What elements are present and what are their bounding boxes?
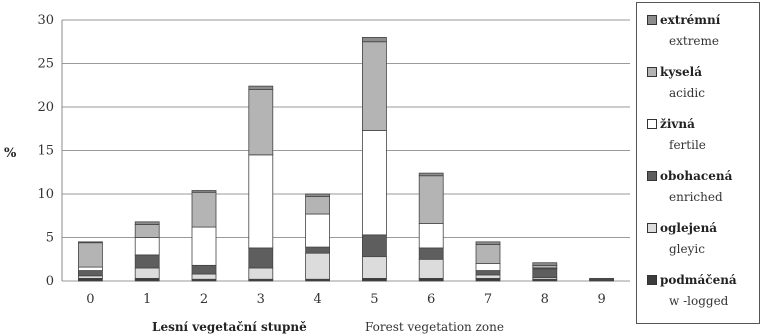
bar-segment [248, 154, 274, 249]
legend-swatch [647, 67, 657, 77]
bar-segment [134, 267, 160, 279]
legend-swatch [647, 15, 657, 25]
y-tick-label: 10 [37, 187, 54, 202]
y-tick-label: 25 [37, 57, 54, 72]
bar-segment [78, 241, 103, 244]
bar-segment [305, 246, 331, 254]
legend-swatch [647, 171, 657, 181]
x-tick-label: 4 [313, 292, 321, 307]
x-tick-label: 6 [427, 292, 435, 307]
bar-segment [418, 175, 444, 224]
bar-segment [191, 264, 217, 275]
legend-label-czech: kyselá [647, 65, 702, 79]
legend-item: oglejená gleyic [637, 221, 759, 271]
x-axis-label-english: Forest vegetation zone [365, 320, 504, 334]
bar-segment [361, 256, 387, 279]
bar-segment [134, 254, 160, 269]
bar-segment [418, 258, 444, 279]
legend-label-czech: extrémní [647, 13, 720, 27]
x-tick-labels: 0 1 2 3 4 5 6 7 8 9 [86, 292, 605, 307]
x-tick-label: 8 [541, 292, 549, 307]
bar-segment [361, 234, 387, 258]
bar-segment [475, 270, 501, 276]
bar-segment [305, 213, 331, 248]
bar-segment [248, 89, 274, 156]
legend-label-english: extreme [669, 34, 720, 48]
legend-item: podmáčená w -logged [637, 273, 759, 323]
bar-segment [418, 247, 444, 260]
y-tick-label: 20 [37, 100, 54, 115]
y-tick-labels: 0 5 10 15 20 25 30 [37, 13, 54, 289]
x-tick-label: 0 [86, 292, 94, 307]
bar-segment [134, 224, 160, 238]
legend-swatch [647, 275, 657, 285]
stacked-bar-chart: 0 5 10 15 20 25 30 0 1 2 3 4 5 6 7 8 9 % Lesní vegetačn… [4, 13, 630, 334]
legend-label-czech: podmáčená [647, 273, 737, 287]
legend-item: kyselá acidic [637, 65, 759, 115]
legend-item: obohacená enriched [637, 169, 759, 219]
bar-segment [134, 221, 160, 225]
legend-swatch [647, 119, 657, 129]
legend-label-english: enriched [669, 190, 723, 204]
y-axis-label: % [4, 146, 17, 161]
bar-segment [475, 274, 501, 279]
bar-segment [134, 237, 160, 256]
bar-segment [191, 226, 217, 266]
bar-segment [418, 172, 444, 177]
bar-segment [475, 263, 501, 271]
bar-segment [191, 273, 217, 280]
bar-segment [305, 193, 331, 198]
bar-segment [475, 241, 501, 245]
legend-label-english: acidic [669, 86, 705, 100]
bars [78, 37, 614, 282]
y-tick-label: 30 [37, 13, 54, 28]
bar-segment [248, 85, 274, 91]
legend: extrémní extreme kyselá acidic živná fertile o… [636, 2, 760, 324]
bar-segment [78, 266, 103, 271]
bar-segment [475, 244, 501, 265]
legend-label-czech: živná [647, 117, 695, 131]
bar-segment [361, 130, 387, 236]
legend-label-english: w -logged [669, 294, 729, 308]
legend-label-czech: obohacená [647, 169, 732, 183]
x-tick-label: 5 [370, 292, 378, 307]
x-tick-label: 2 [200, 292, 208, 307]
y-tick-label: 0 [46, 274, 54, 289]
bar-segment [78, 270, 103, 277]
bar-segment [191, 191, 217, 228]
y-tick-label: 5 [46, 231, 54, 246]
x-tick-label: 3 [257, 292, 265, 307]
x-tick-label: 7 [484, 292, 492, 307]
bar-segment [305, 252, 331, 280]
x-axis-label-czech: Lesní vegetační stupně [152, 320, 307, 334]
bar-segment [532, 268, 558, 278]
legend-label-czech: oglejená [647, 221, 717, 235]
bar-segment [305, 196, 331, 215]
x-tick-label: 1 [143, 292, 151, 307]
bar-segment [78, 242, 103, 268]
bar-segment [191, 190, 217, 193]
bar-segment [361, 37, 387, 43]
bar-segment [532, 262, 558, 266]
bar-segment [361, 41, 387, 131]
legend-item: extrémní extreme [637, 13, 759, 63]
x-tick-label: 9 [597, 292, 605, 307]
y-tick-label: 15 [37, 144, 54, 159]
bar-segment [248, 247, 274, 269]
legend-swatch [647, 223, 657, 233]
legend-label-english: fertile [669, 138, 706, 152]
bar-segment [418, 223, 444, 249]
bar-segment [589, 277, 614, 280]
legend-label-english: gleyic [669, 242, 705, 256]
legend-item: živná fertile [637, 117, 759, 167]
bar-segment [248, 267, 274, 280]
